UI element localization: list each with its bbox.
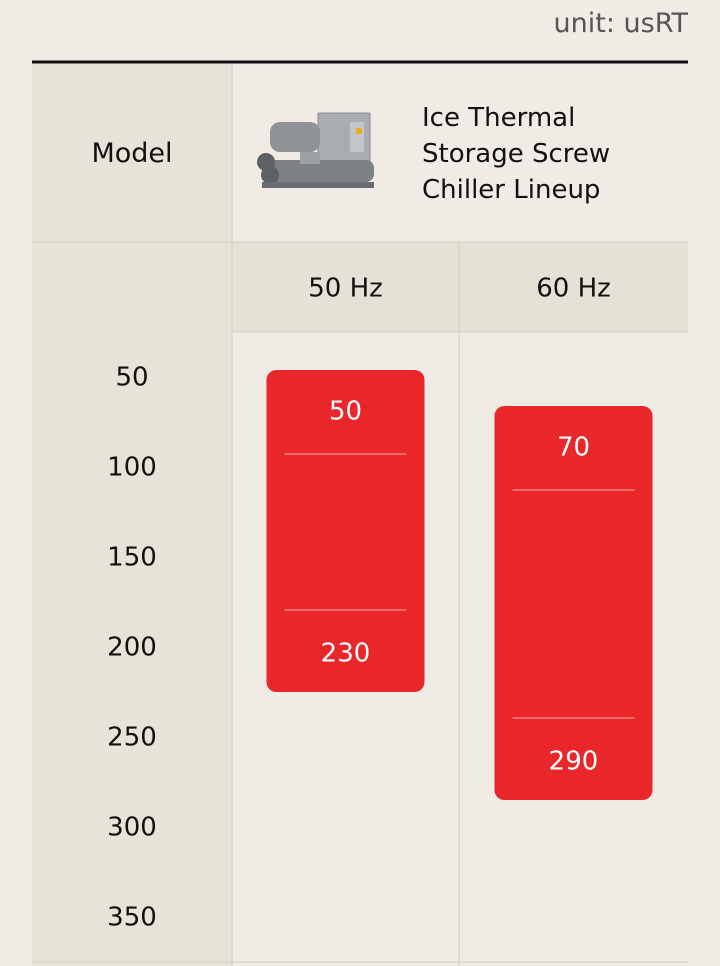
- range-bar: [266, 370, 425, 692]
- model-tick-label: 200: [107, 633, 157, 663]
- column-header-row: [232, 242, 688, 332]
- model-tick-label: 300: [107, 813, 157, 843]
- low-label: 70: [557, 433, 590, 463]
- range-bar: [494, 406, 653, 800]
- column-header: 60 Hz: [536, 274, 611, 304]
- row-header: Model: [91, 138, 173, 169]
- table-title: Ice Thermal Storage Screw Chiller Lineup: [422, 103, 611, 205]
- unit-label: unit: usRT: [553, 8, 688, 39]
- low-label: 50: [329, 397, 362, 427]
- model-tick-label: 100: [107, 453, 157, 483]
- model-tick-label: 50: [115, 363, 148, 393]
- chiller-image: [257, 112, 374, 188]
- model-tick-label: 350: [107, 903, 157, 933]
- left-column: [32, 62, 232, 966]
- high-label: 230: [321, 639, 371, 669]
- high-label: 290: [549, 747, 599, 777]
- model-tick-label: 250: [107, 723, 157, 753]
- column-header: 50 Hz: [308, 274, 383, 304]
- model-tick-label: 150: [107, 543, 157, 573]
